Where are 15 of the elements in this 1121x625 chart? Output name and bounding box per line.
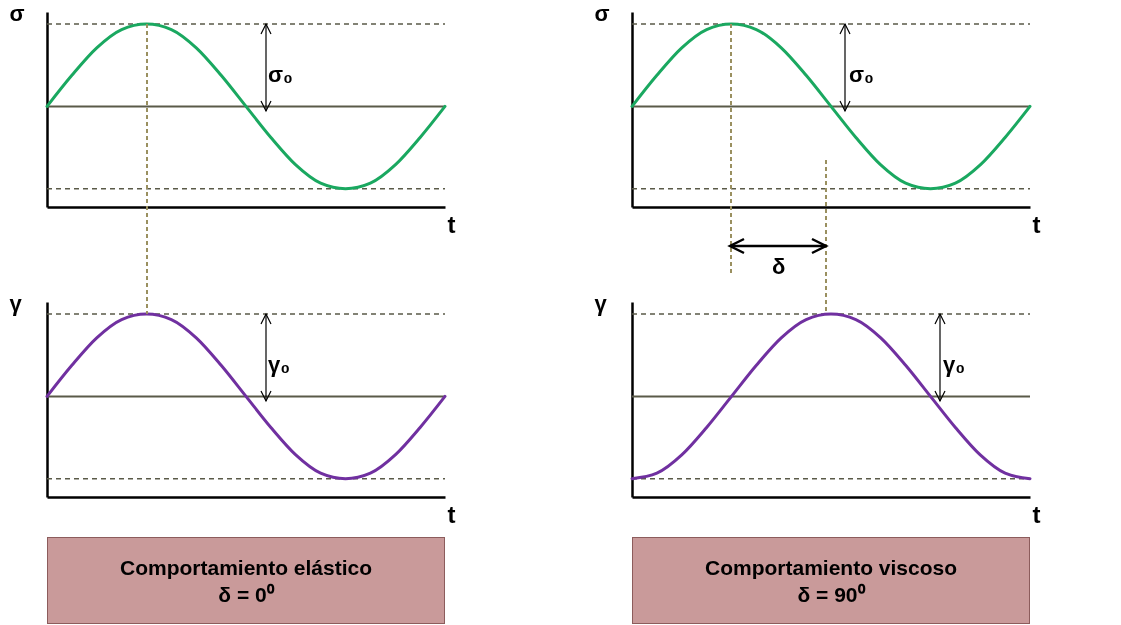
annotation: σ₀ bbox=[268, 62, 293, 87]
annotation: σ₀ bbox=[849, 62, 874, 87]
x-axis-title: t bbox=[1032, 210, 1041, 238]
caption-box: Comportamiento elástico δ = 0⁰ bbox=[47, 537, 445, 624]
x-axis-title: t bbox=[447, 210, 456, 238]
x-axis-title: t bbox=[1032, 500, 1041, 528]
y-axis-title: γ bbox=[594, 290, 608, 316]
x-axis-title: t bbox=[447, 500, 456, 528]
y-axis-title: σ bbox=[9, 0, 25, 26]
y-axis-title: γ bbox=[9, 290, 23, 316]
y-axis-title: σ bbox=[594, 0, 610, 26]
text: δ bbox=[772, 254, 786, 279]
annotation: γ₀ bbox=[268, 352, 291, 377]
caption-box: Comportamiento viscoso δ = 90⁰ bbox=[632, 537, 1030, 624]
annotation: γ₀ bbox=[943, 352, 966, 377]
